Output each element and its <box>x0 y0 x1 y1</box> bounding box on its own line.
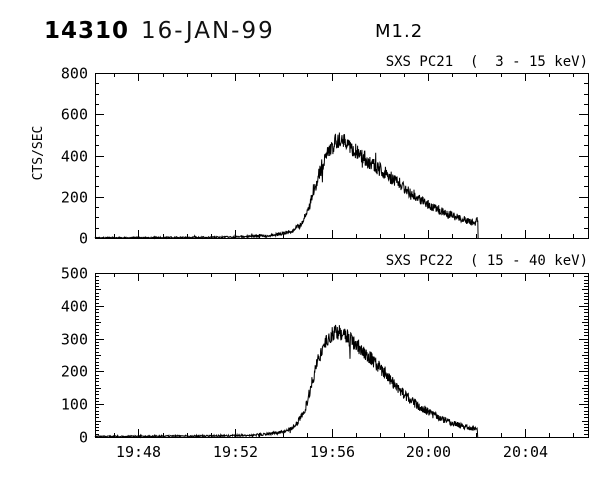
y-tick-label: 400 <box>61 148 88 166</box>
y-tick-label: 800 <box>61 65 88 83</box>
y-tick-label: 100 <box>61 396 88 414</box>
x-tick-label: 20:04 <box>503 443 548 461</box>
x-tick-label: 19:56 <box>310 443 355 461</box>
y-tick-label: 500 <box>61 265 88 283</box>
y-tick-label: 0 <box>79 230 88 248</box>
x-tick-label: 19:52 <box>213 443 258 461</box>
y-tick-label: 0 <box>79 429 88 447</box>
pc21-frame <box>95 73 589 239</box>
pc22-curve <box>94 324 479 439</box>
x-tick-label: 19:48 <box>116 443 161 461</box>
y-tick-label: 600 <box>61 106 88 124</box>
pc22-title: SXS PC22 ( 15 - 40 keV) <box>385 253 588 269</box>
event-id: 14310 <box>44 18 130 44</box>
pc21-plot: 0 200 400 600 800 <box>61 65 589 248</box>
x-tick-label: 20:00 <box>406 443 451 461</box>
pc22-plot: 0 100 200 300 400 500 19:48 19:52 19:56 20:00 20:0… <box>61 265 589 461</box>
pc22-frame <box>95 273 589 438</box>
y-tick-label: 200 <box>61 363 88 381</box>
pc21-title: SXS PC21 ( 3 - 15 keV) <box>385 54 588 70</box>
event-date: 16-JAN-99 <box>141 18 275 44</box>
y-tick-label: 200 <box>61 189 88 207</box>
y-tick-label: 400 <box>61 298 88 316</box>
y-tick-label: 300 <box>61 331 88 349</box>
flare-class: M1.2 <box>375 21 424 42</box>
pc21-curve <box>94 132 479 240</box>
